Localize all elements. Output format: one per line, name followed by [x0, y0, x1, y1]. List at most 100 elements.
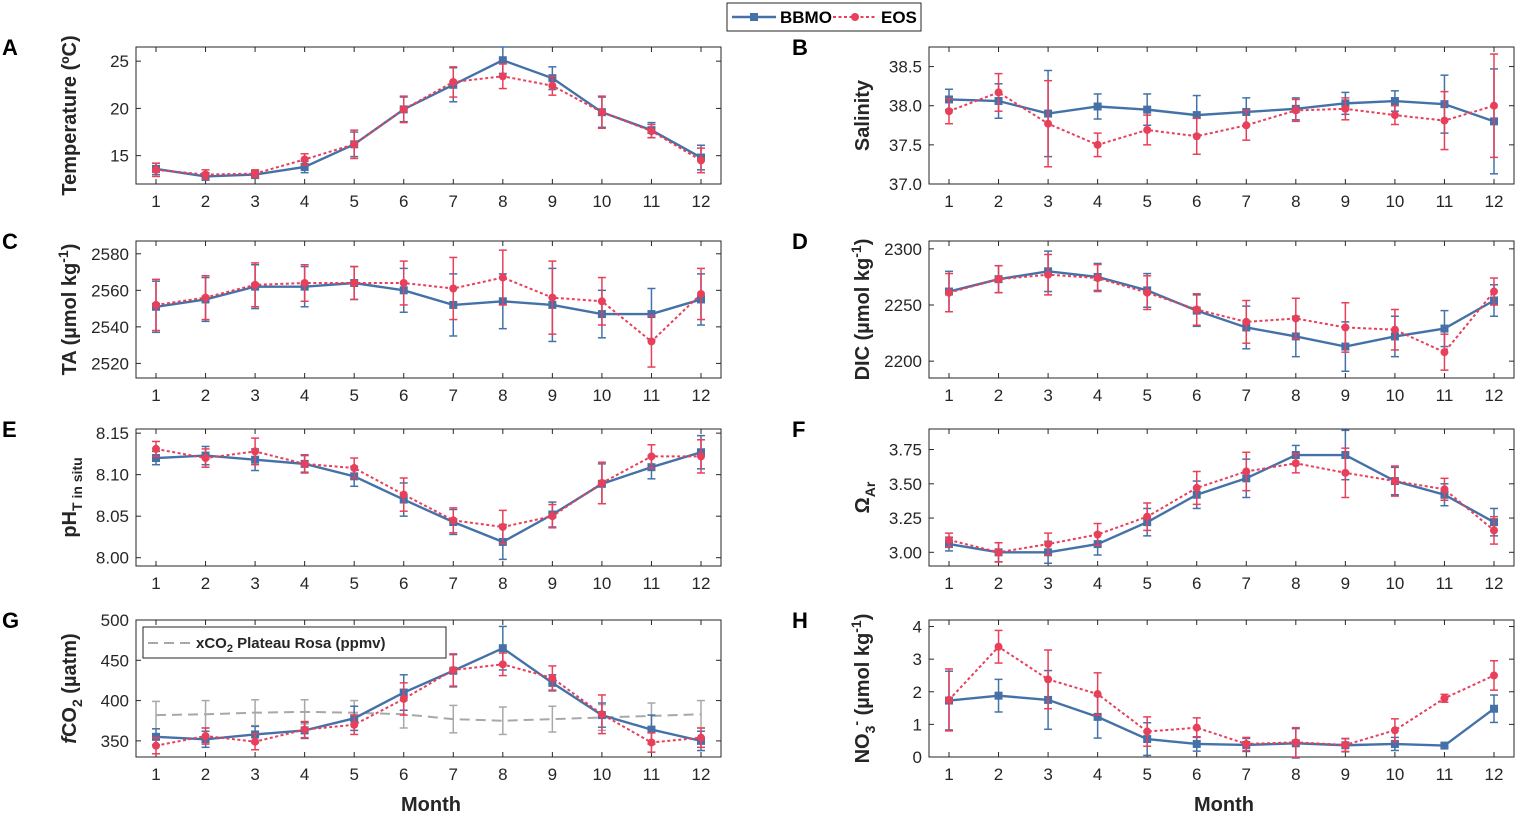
data-point: [548, 293, 557, 302]
series-line: [948, 462, 1495, 554]
y-tick-label: 0: [913, 748, 922, 767]
data-point: [1291, 738, 1300, 747]
data-point: [300, 162, 309, 171]
x-tick-label: 1: [944, 574, 953, 593]
data-point: [1390, 97, 1399, 106]
series-eos: [152, 63, 705, 181]
series-eos: [945, 253, 1498, 371]
x-tick-label: 3: [1043, 765, 1052, 784]
x-tick-label: 4: [300, 574, 309, 593]
data-point: [1143, 727, 1152, 736]
data-point: [498, 56, 507, 65]
xlabel-left: Month: [401, 794, 461, 816]
data-point: [1192, 483, 1201, 492]
data-point: [1143, 105, 1152, 114]
x-tick-label: 5: [1142, 386, 1151, 405]
x-tick-label: 10: [1385, 192, 1404, 211]
data-point: [697, 289, 705, 298]
series-line: [155, 646, 702, 743]
series-line: [948, 270, 1495, 348]
x-tick-label: 10: [592, 765, 611, 784]
data-point: [1192, 111, 1201, 120]
x-tick-label: 8: [498, 574, 507, 593]
y-tick-label: 20: [110, 99, 129, 118]
y-axis-label: Salinity: [852, 79, 874, 151]
y-tick-label: 2: [913, 683, 922, 702]
data-point: [201, 454, 210, 463]
y-axis-label: fCO2 (µatm): [59, 633, 85, 743]
x-tick-label: 7: [449, 386, 458, 405]
data-point: [1390, 726, 1399, 735]
data-point: [350, 279, 359, 288]
x-tick-label: 2: [994, 574, 1003, 593]
series-line: [948, 273, 1495, 354]
x-tick-label: 8: [1291, 386, 1300, 405]
data-point: [1390, 739, 1399, 748]
data-point: [498, 273, 507, 282]
x-tick-label: 1: [944, 765, 953, 784]
series-eos: [945, 447, 1498, 563]
data-point: [498, 660, 507, 669]
series-eos: [152, 652, 705, 755]
data-point: [597, 710, 606, 719]
x-tick-label: 10: [1385, 386, 1404, 405]
axes-box: [928, 428, 1515, 567]
data-point: [449, 284, 458, 293]
data-point: [1044, 119, 1053, 128]
x-tick-label: 5: [1142, 192, 1151, 211]
x-tick-label: 10: [592, 574, 611, 593]
y-tick-label: 8.15: [96, 424, 129, 443]
x-tick-label: 3: [1043, 192, 1052, 211]
data-point: [449, 665, 458, 674]
x-tick-label: 2: [201, 765, 210, 784]
x-tick-label: 7: [449, 765, 458, 784]
x-tick-label: 9: [1341, 192, 1350, 211]
y-tick-label: 3.25: [889, 509, 922, 528]
x-tick-label: 12: [692, 192, 711, 211]
series-line: [948, 694, 1495, 747]
y-tick-label: 2520: [91, 354, 129, 373]
series-line: [948, 98, 1495, 123]
data-point: [945, 107, 953, 116]
data-point: [1242, 317, 1251, 326]
data-point: [697, 733, 705, 742]
y-axis-label: TA (µmol kg-1): [55, 244, 81, 376]
series-bbmo: [152, 46, 705, 181]
data-point: [1341, 104, 1350, 113]
data-point: [152, 741, 160, 750]
data-point: [498, 72, 507, 81]
legend-bbmo-marker: [750, 13, 758, 21]
x-tick-label: 1: [151, 765, 160, 784]
x-tick-label: 1: [944, 192, 953, 211]
series-line: [948, 91, 1495, 146]
series-bbmo: [945, 250, 1498, 373]
axes-box: [135, 619, 722, 758]
panel-letter: D: [792, 229, 808, 254]
series-xco2-plateau-rosa: [152, 699, 705, 736]
y-tick-label: 2540: [91, 318, 129, 337]
data-point: [201, 293, 210, 302]
data-point: [152, 300, 160, 309]
x-tick-label: 7: [1242, 386, 1251, 405]
data-point: [1440, 348, 1449, 357]
x-tick-label: 6: [1192, 574, 1201, 593]
x-tick-label: 8: [498, 386, 507, 405]
x-tick-label: 4: [1093, 765, 1102, 784]
data-point: [152, 732, 160, 741]
data-point: [300, 279, 309, 288]
data-point: [399, 490, 408, 499]
data-point: [1093, 102, 1102, 111]
x-tick-label: 6: [399, 765, 408, 784]
x-tick-label: 3: [250, 192, 259, 211]
data-point: [1242, 121, 1251, 130]
top-legend: BBMO EOS: [726, 2, 922, 32]
series-eos: [945, 53, 1498, 168]
x-tick-label: 5: [1142, 574, 1151, 593]
y-tick-label: 500: [101, 611, 129, 630]
data-point: [399, 279, 408, 288]
y-tick-label: 3.00: [889, 543, 922, 562]
data-point: [399, 694, 408, 703]
data-point: [1390, 325, 1399, 334]
